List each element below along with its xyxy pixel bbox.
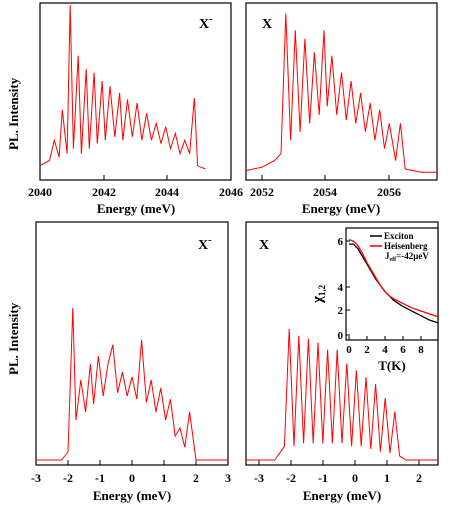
panel-annotation: X-: [199, 14, 212, 32]
legend-label-exciton: Exciton: [384, 231, 414, 241]
spectrum-line-top-right: [245, 13, 437, 173]
panel-bottom-left: PL. Intensity X- -3 -2 -1 0 1 2 3 Energy…: [6, 221, 231, 503]
inset-y-main: χ: [310, 295, 326, 304]
jeff-rest: =-42μeV: [396, 251, 429, 261]
inset-x-tick-label: 4: [382, 344, 388, 356]
panel-annotation: X: [259, 238, 269, 253]
x-ticks: -3 -2 -1 0 1 2 3: [31, 460, 231, 485]
x-tick-label: 1: [384, 471, 390, 485]
x-tick-label: 0: [129, 471, 135, 485]
x-tick-label: 2040: [28, 185, 52, 199]
legend-label-jeff: Jeff=-42μeV: [385, 251, 429, 263]
panel-annotation: X: [262, 17, 272, 32]
x-axis-label: Energy (meV): [303, 488, 381, 503]
inset-y-tick-label: 6: [338, 236, 344, 248]
plot-frame: [39, 2, 232, 181]
x-axis-label: Energy (meV): [97, 201, 175, 216]
x-tick-label: 2: [193, 471, 199, 485]
y-axis-label: PL. Intensity: [6, 77, 21, 150]
inset-chart: χ1,2 0 2 4 6 0 2 4 6 8 T(K) Exciton: [310, 227, 439, 373]
x-tick-label: -2: [286, 471, 296, 485]
spectrum-line-bottom-left: [36, 307, 228, 461]
panel-top-right: X 2052 2054 2056 Energy (meV): [245, 2, 438, 216]
x-tick-label: 2056: [377, 185, 401, 199]
inset-y-label: χ1,2: [310, 284, 327, 304]
inset-x-tick-label: 8: [418, 344, 424, 356]
x-tick-label: 2054: [313, 185, 337, 199]
x-tick-label: 1: [161, 471, 167, 485]
annotation-main: X: [199, 17, 209, 32]
inset-x-ticks: 0 2 4 6 8: [346, 336, 424, 356]
inset-legend: Exciton Heisenberg Jeff=-42μeV: [370, 231, 429, 263]
inset-series-heisenberg: [348, 238, 439, 318]
x-tick-label: 3: [225, 471, 231, 485]
x-tick-label: 2046: [219, 185, 243, 199]
inset-x-tick-label: 6: [400, 344, 406, 356]
y-axis-label: PL. Intensity: [6, 302, 21, 375]
plot-frame: [245, 221, 439, 466]
x-tick-label: 2: [416, 471, 422, 485]
panel-bottom-right: X -3 -2 -1 0 1 2 Energy (meV): [245, 221, 439, 503]
x-ticks: -3 -2 -1 0 1 2: [254, 460, 422, 485]
plot-frame: [245, 2, 438, 181]
spectrum-line-top-left: [39, 4, 206, 170]
x-tick-label: 2052: [250, 185, 274, 199]
panel-top-left: PL. Intensity X- 2040 2042 2044 2046 Ene…: [6, 2, 243, 216]
legend-label-heisenberg: Heisenberg: [384, 241, 428, 251]
x-ticks: 2052 2054 2056: [250, 175, 401, 199]
jeff-main: J: [385, 251, 390, 261]
inset-y-tick-label: 2: [338, 305, 344, 317]
spectrum-line-bottom-right: [246, 328, 438, 461]
x-tick-label: -1: [318, 471, 328, 485]
inset-x-tick-label: 0: [346, 344, 352, 356]
x-tick-label: 2044: [155, 185, 179, 199]
annotation-sup: -: [209, 14, 212, 25]
inset-y-tick-label: 4: [338, 282, 344, 294]
x-axis-label: Energy (meV): [93, 488, 171, 503]
annotation-main: X: [198, 238, 208, 253]
inset-y-ticks: 0 2 4 6: [338, 236, 350, 342]
x-tick-label: 2042: [92, 185, 116, 199]
annotation-sup: -: [208, 235, 211, 246]
inset-y-tick-label: 0: [338, 330, 344, 342]
x-tick-label: -1: [95, 471, 105, 485]
x-tick-label: -3: [254, 471, 264, 485]
plot-frame: [35, 221, 229, 466]
inset-x-label: T(K): [378, 358, 405, 373]
inset-y-sub: 1,2: [317, 284, 327, 296]
x-tick-label: -3: [31, 471, 41, 485]
x-axis-label: Energy (meV): [302, 201, 380, 216]
x-tick-label: 0: [352, 471, 358, 485]
x-tick-label: -2: [63, 471, 73, 485]
panel-annotation: X-: [198, 235, 211, 253]
x-ticks: 2040 2042 2044 2046: [28, 175, 243, 199]
inset-frame: [345, 227, 439, 341]
inset-x-tick-label: 2: [364, 344, 370, 356]
jeff-sub: eff: [390, 257, 398, 263]
